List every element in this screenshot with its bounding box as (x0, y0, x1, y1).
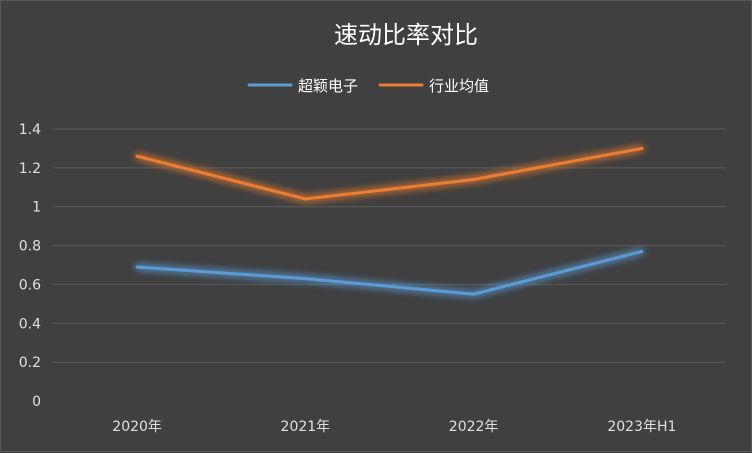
data-point (640, 146, 644, 150)
legend: 超颖电子 行业均值 (247, 77, 489, 95)
data-point (135, 154, 139, 158)
data-point (472, 292, 476, 296)
y-tick-label: 0.4 (19, 316, 41, 332)
data-point (303, 277, 307, 281)
data-point (472, 178, 476, 182)
legend-label-0: 超颖电子 (298, 77, 358, 95)
y-tick-label: 0.6 (19, 277, 41, 293)
x-tick-label: 2022年 (449, 419, 499, 435)
x-tick-label: 2023年H1 (607, 419, 676, 435)
y-tick-label: 1 (32, 200, 41, 216)
y-axis-ticks: 0 0.2 0.4 0.6 0.8 1 1.2 1.4 (19, 122, 41, 410)
series-lines (135, 146, 644, 296)
y-tick-label: 1.2 (19, 161, 41, 177)
data-point (135, 265, 139, 269)
legend-label-1: 行业均值 (429, 77, 489, 95)
x-tick-label: 2020年 (112, 419, 162, 435)
y-tick-label: 1.4 (19, 122, 41, 138)
x-tick-label: 2021年 (281, 419, 331, 435)
data-point (303, 197, 307, 201)
data-point (640, 249, 644, 253)
x-axis-ticks: 2020年 2021年 2022年 2023年H1 (112, 419, 676, 435)
y-tick-label: 0.8 (19, 239, 41, 255)
series-line-0 (135, 249, 644, 296)
y-tick-label: 0.2 (19, 355, 41, 371)
y-tick-label: 0 (32, 394, 41, 410)
grid-lines (53, 128, 726, 363)
series-line-1 (135, 146, 644, 201)
chart-title: 速动比率对比 (334, 21, 478, 49)
